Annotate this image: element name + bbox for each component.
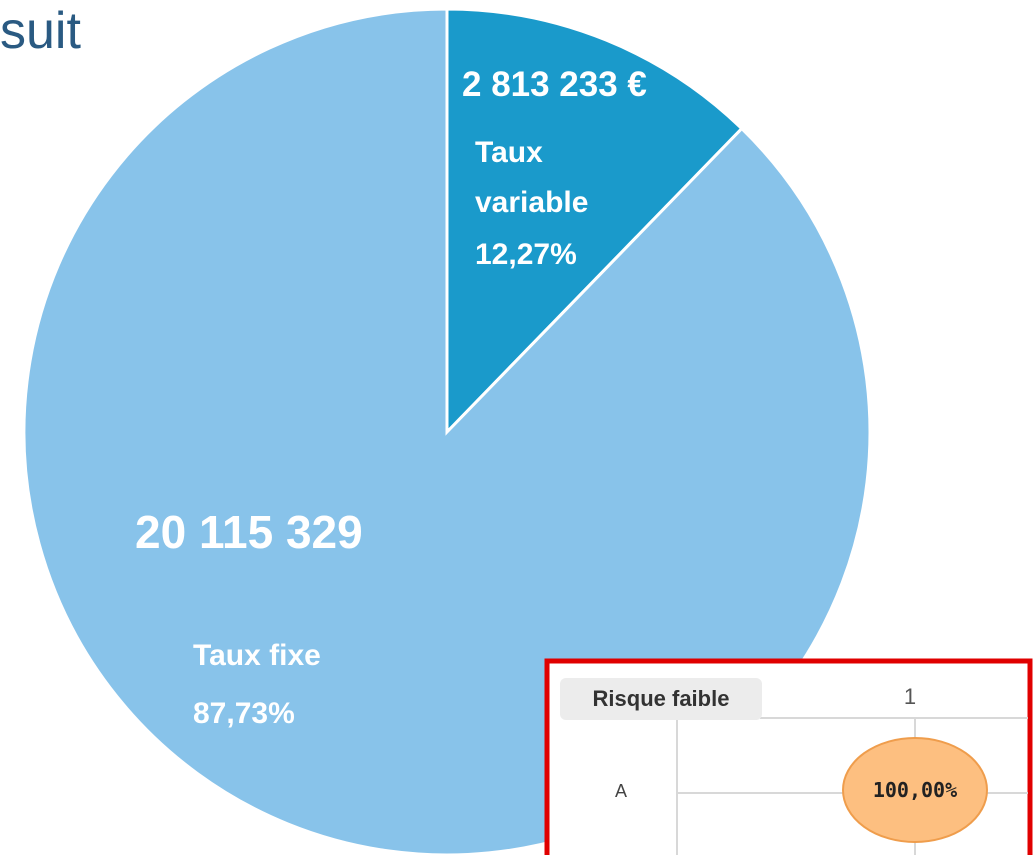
chart-title: suit [0, 2, 81, 60]
pie: 2 813 233 € Taux variable 12,27% 20 115 329 T… [22, 7, 872, 855]
inset-header: Risque faible [593, 686, 730, 711]
value-label: 12,27% [475, 238, 577, 271]
amount-label: 2 813 233 € [462, 65, 647, 104]
inset: Risque faible 1 A 100,00% [544, 658, 1033, 855]
header-box [560, 678, 762, 720]
inset-column: 1 [904, 684, 916, 709]
inset-cell: 100,00% [873, 778, 957, 802]
inset-row: A [615, 781, 627, 801]
category-label: Taux variable [475, 136, 588, 219]
amount-label: 20 115 329 [135, 506, 363, 558]
value-label: 87,73% [193, 697, 295, 730]
pie-slice [22, 7, 872, 855]
category-label: Taux fixe [193, 639, 321, 672]
bubble [842, 737, 988, 843]
pie-slice [445, 7, 744, 436]
